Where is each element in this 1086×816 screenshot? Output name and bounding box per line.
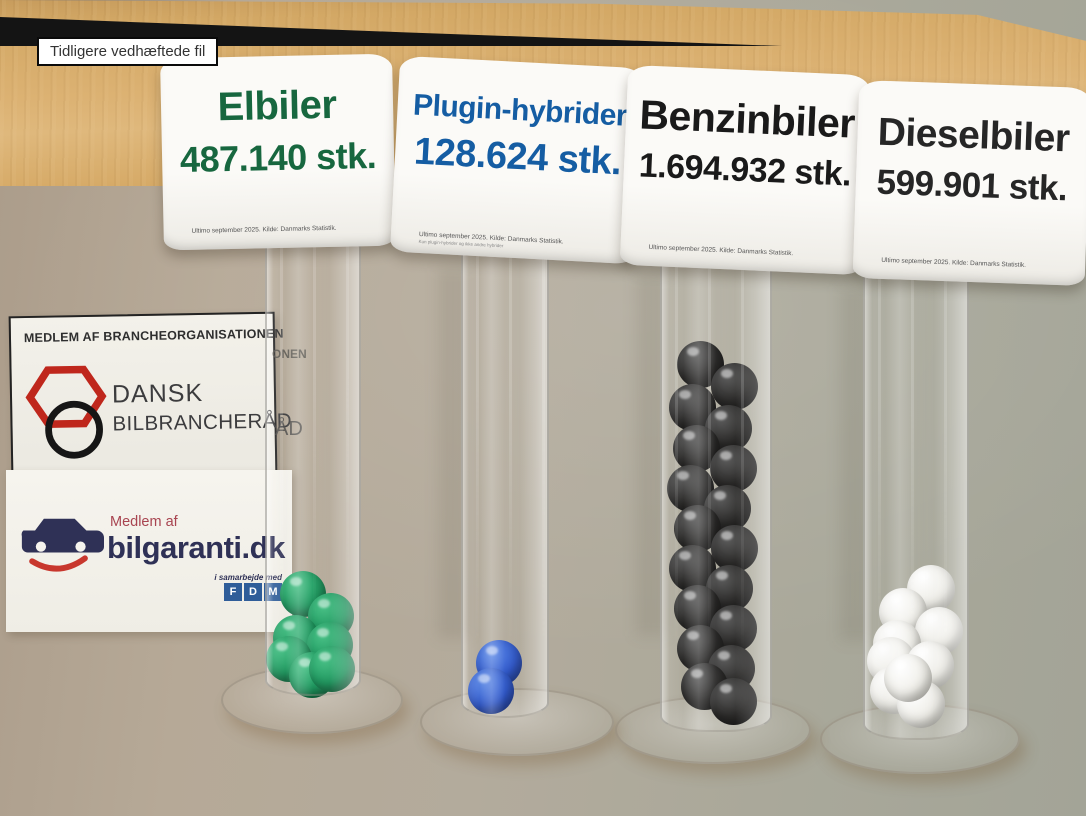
samarbejde-label: i samarbejde med (214, 573, 282, 582)
sign-elbiler-count: 487.140 stk. (179, 134, 377, 181)
sign-elbiler-source: Ultimo september 2025. Kilde: Danmarks S… (191, 224, 337, 235)
sign-diesel-source: Ultimo september 2025. Kilde: Danmarks S… (881, 256, 1027, 269)
glass-reflection (463, 250, 547, 716)
medlem-af-label: Medlem af (110, 514, 178, 530)
sign-benzin-source: Ultimo september 2025. Kilde: Danmarks S… (648, 243, 794, 258)
bilgaranti-car-icon (21, 518, 104, 572)
bilgaranti-brand: bilgaranti.dk (107, 530, 285, 565)
fdm-letter-d: D (244, 583, 262, 601)
elbiler-tube (265, 242, 361, 696)
sign-elbiler-title: Elbiler (217, 82, 337, 130)
sign-plugin-hybrider: Plugin-hybrider 128.624 stk. Ultimo sept… (390, 55, 645, 265)
sign-elbiler: Elbiler 487.140 stk. Ultimo september 20… (160, 53, 396, 251)
sign-benzin-title: Benzinbiler (638, 91, 856, 147)
sign-plugin-title: Plugin-hybrider (412, 88, 628, 133)
sign-plugin-count: 128.624 stk. (412, 130, 623, 184)
attachment-tooltip: Tidligere vedhæftede fil (37, 37, 219, 66)
sign-diesel-title: Dieselbiler (877, 110, 1071, 161)
glass-reflection (662, 258, 770, 730)
benzin-tube (660, 258, 772, 732)
sign-diesel-count: 599.901 stk. (876, 162, 1068, 209)
fdm-letter-f: F (224, 583, 242, 601)
plugin-hybrid-tube (461, 250, 549, 718)
sign-benzin-count: 1.694.932 stk. (638, 146, 852, 194)
bilgaranti-board: Medlem af bilgaranti.dk i samarbejde med… (6, 470, 292, 632)
sign-dieselbiler: Dieselbiler 599.901 stk. Ultimo septembe… (852, 80, 1086, 286)
bilbrancheraad-logo-icon (25, 365, 107, 459)
diesel-tube (863, 268, 969, 740)
glass-reflection (267, 242, 359, 694)
glass-reflection (865, 268, 967, 738)
bilbrancheraad-plaque: MEDLEM AF BRANCHEORGANISATIONEN DANSK BI… (8, 311, 292, 479)
sign-benzinbiler: Benzinbiler 1.694.932 stk. Ultimo septem… (619, 64, 871, 276)
